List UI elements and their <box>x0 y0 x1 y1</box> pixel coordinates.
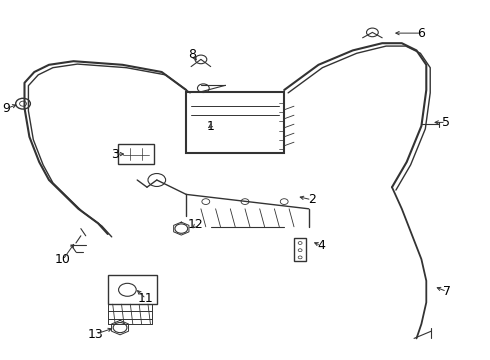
Bar <box>108 275 157 304</box>
Text: 8: 8 <box>189 48 196 61</box>
Bar <box>118 144 154 164</box>
Text: 11: 11 <box>138 292 154 305</box>
Text: 12: 12 <box>188 219 204 231</box>
Bar <box>294 238 306 261</box>
Text: 5: 5 <box>442 116 450 129</box>
Text: 2: 2 <box>308 193 316 206</box>
Text: 13: 13 <box>88 328 103 341</box>
Text: 4: 4 <box>317 239 325 252</box>
Text: 7: 7 <box>443 285 451 298</box>
Text: 3: 3 <box>111 148 119 161</box>
Text: 10: 10 <box>55 253 71 266</box>
Text: 6: 6 <box>417 27 425 40</box>
Text: 1: 1 <box>207 120 215 132</box>
Bar <box>186 92 284 153</box>
Text: 9: 9 <box>2 102 10 115</box>
